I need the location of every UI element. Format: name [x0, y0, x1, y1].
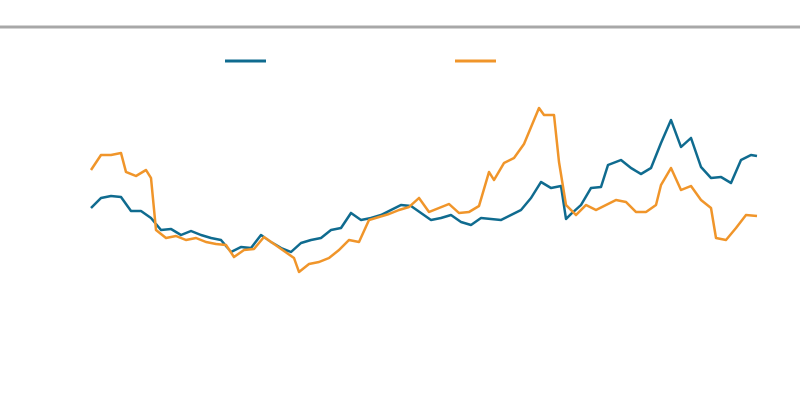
series-line [90, 118, 758, 254]
series-line [89, 106, 758, 274]
